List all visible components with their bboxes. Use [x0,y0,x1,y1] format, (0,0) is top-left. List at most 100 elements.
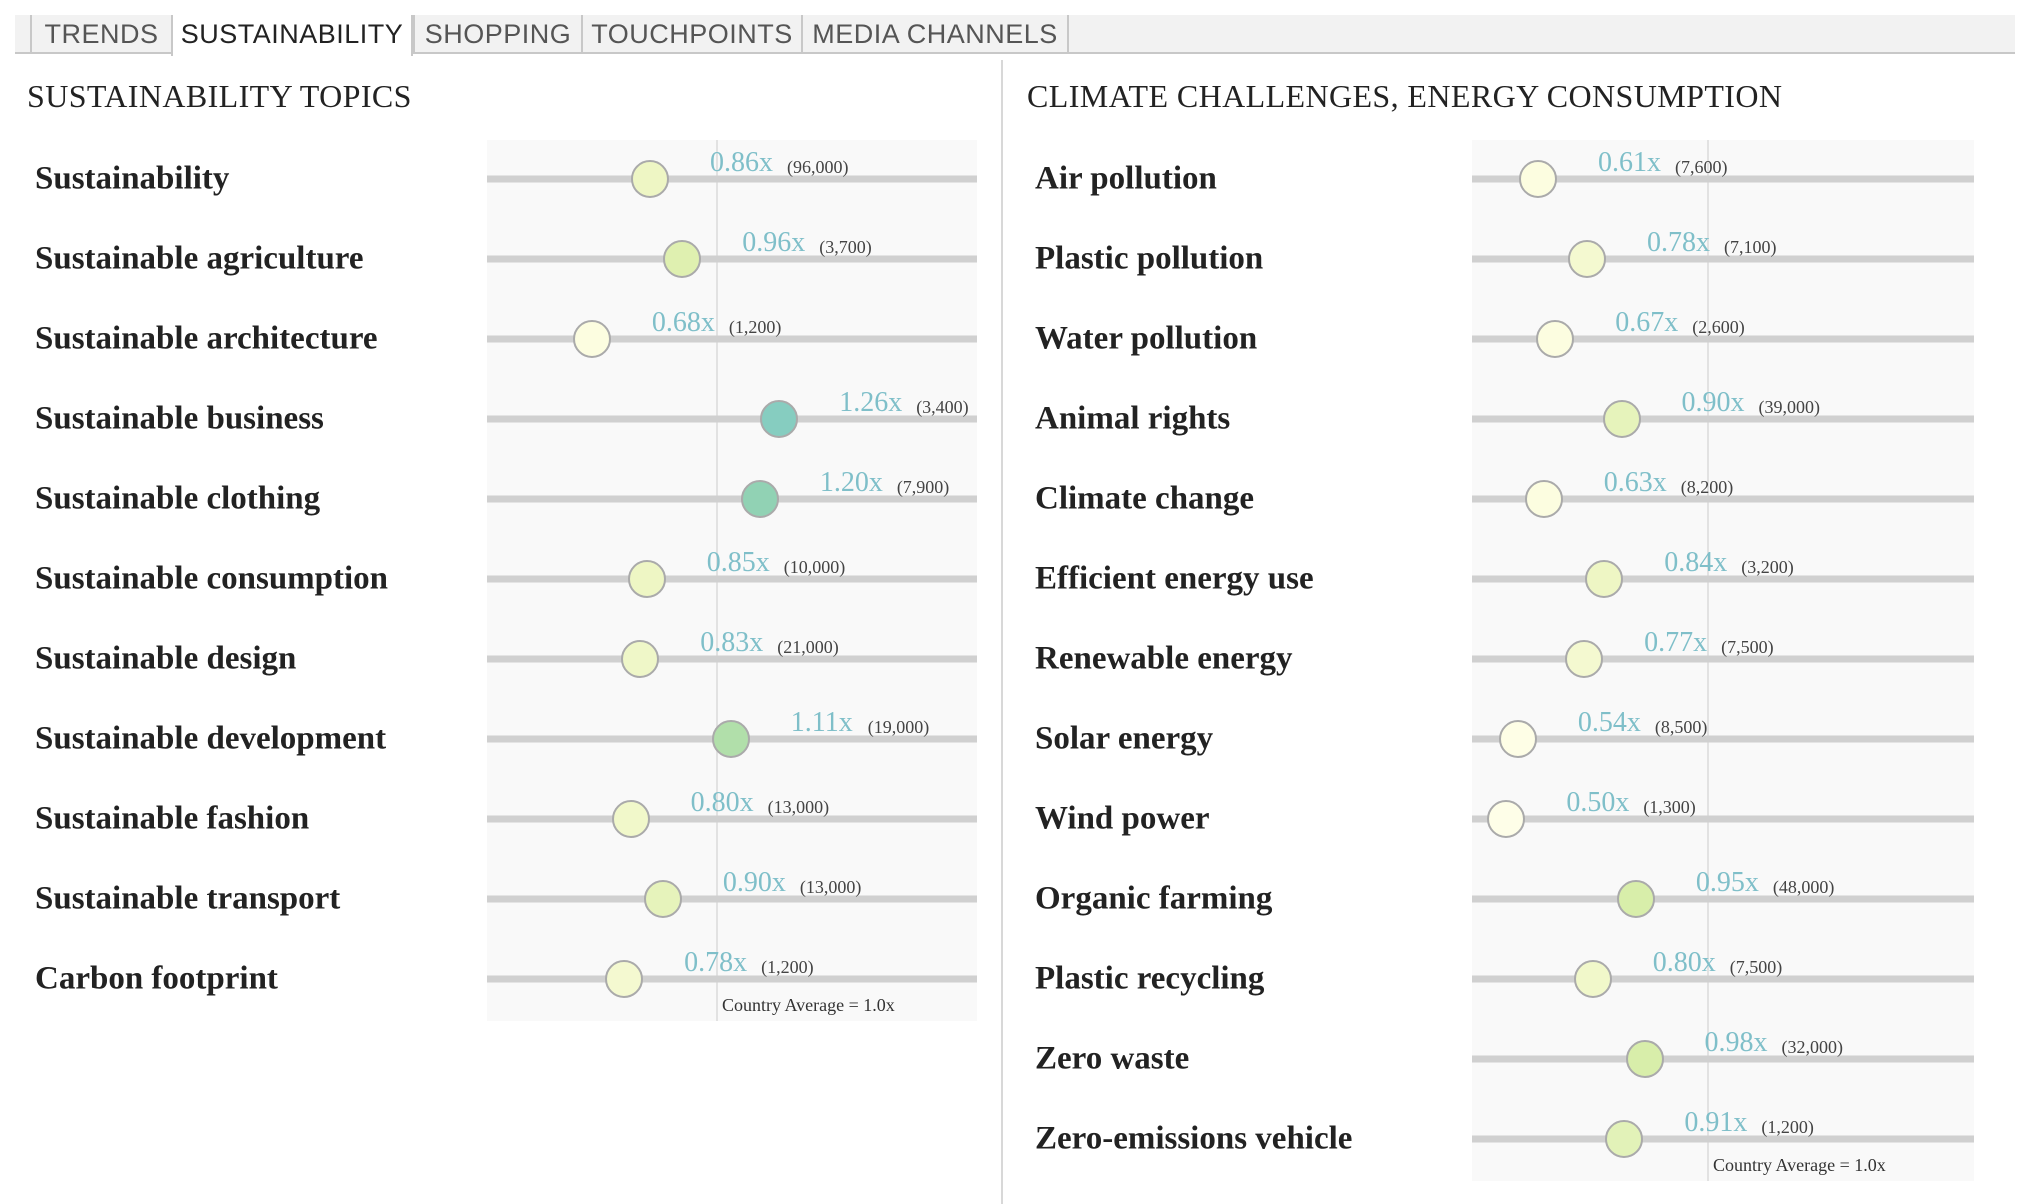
slider-knob-wind-power[interactable] [1487,800,1526,838]
audience-count-sustainability: (96,000) [787,157,849,177]
slider-knob-zero-emissions-vehicle[interactable] [1605,1120,1644,1158]
index-value-air-pollution: 0.61x [1598,147,1661,178]
slider-track-zero-emissions-vehicle [1472,1135,1974,1143]
audience-count-organic-farming: (48,000) [1772,877,1835,897]
audience-count-climate-change: (8,200) [1680,477,1734,497]
index-value-organic-farming: 0.95x [1695,867,1759,898]
country-average-note: Country Average = 1.0x [722,995,895,1015]
slider-knob-sustainable-consumption[interactable] [627,560,666,598]
slider-knob-sustainable-design[interactable] [621,640,660,678]
tab-shopping[interactable]: SHOPPING [413,15,581,54]
slider-knob-air-pollution[interactable] [1519,160,1557,198]
topic-label-zero-emissions-vehicle: Zero-emissions vehicle [1035,1120,1353,1157]
slider-knob-sustainable-fashion[interactable] [611,800,650,838]
index-value-sustainable-development: 1.11x [790,707,853,738]
audience-count-efficient-energy-use: (3,200) [1741,557,1794,577]
index-value-climate-change: 0.63x [1603,467,1667,498]
slider-track-organic-farming [1472,895,1974,903]
audience-count-plastic-recycling: (7,500) [1729,957,1783,977]
slider-knob-sustainable-architecture[interactable] [572,320,611,358]
audience-count-solar-energy: (8,500) [1654,717,1708,737]
topic-label-sustainable-business: Sustainable business [35,400,324,437]
tab-media-channels[interactable]: MEDIA CHANNELS [801,15,1069,54]
slider-track-zero-waste [1472,1055,1974,1063]
audience-count-water-pollution: (2,600) [1692,317,1745,337]
topic-label-plastic-recycling: Plastic recycling [1035,960,1265,997]
audience-count-zero-emissions-vehicle: (1,200) [1761,1117,1814,1137]
index-value-sustainable-consumption: 0.85x [706,547,770,578]
audience-count-sustainable-agriculture: (3,700) [819,237,872,257]
slider-track-renewable-energy [1472,655,1974,663]
audience-count-sustainable-clothing: (7,900) [896,477,950,497]
audience-count-renewable-energy: (7,500) [1721,637,1774,657]
slider-track-sustainable-consumption [487,575,977,583]
slider-knob-sustainable-development[interactable] [711,720,750,758]
topic-label-sustainable-consumption: Sustainable consumption [35,560,389,597]
slider-track-sustainable-transport [487,895,977,903]
index-value-sustainability: 0.86x [710,147,773,178]
index-value-animal-rights: 0.90x [1681,387,1745,418]
panel-divider [1001,60,1003,1204]
index-value-renewable-energy: 0.77x [1644,627,1708,658]
audience-count-sustainable-development: (19,000) [867,717,930,737]
audience-count-air-pollution: (7,600) [1675,157,1728,177]
tab-touchpoints[interactable]: TOUCHPOINTS [581,15,801,54]
index-value-sustainable-clothing: 1.20x [819,467,883,498]
topic-label-animal-rights: Animal rights [1035,400,1231,437]
slider-knob-sustainable-clothing[interactable] [740,480,779,518]
tab-bar: TRENDS SUSTAINABILITY SHOPPING TOUCHPOIN… [15,15,2015,56]
slider-knob-efficient-energy-use[interactable] [1585,560,1624,598]
slider-knob-plastic-recycling[interactable] [1573,960,1612,998]
topic-label-water-pollution: Water pollution [1035,320,1258,357]
audience-count-zero-waste: (32,000) [1781,1037,1844,1057]
index-value-plastic-pollution: 0.78x [1646,227,1710,258]
index-value-wind-power: 0.50x [1566,787,1630,818]
slider-track-carbon-footprint [487,975,977,983]
slider-knob-solar-energy[interactable] [1498,720,1537,758]
topic-label-sustainability: Sustainability [35,160,230,197]
index-value-sustainable-fashion: 0.80x [690,787,754,818]
country-average-note: Country Average = 1.0x [1713,1155,1886,1175]
audience-count-sustainable-fashion: (13,000) [767,797,830,817]
slider-track-sustainable-fashion [487,815,977,823]
topic-label-sustainable-agriculture: Sustainable agriculture [35,240,364,277]
slider-track-plastic-pollution [1472,255,1974,263]
topic-label-sustainable-clothing: Sustainable clothing [35,480,321,517]
audience-count-plastic-pollution: (7,100) [1723,237,1777,257]
slider-knob-animal-rights[interactable] [1602,400,1641,438]
topic-label-renewable-energy: Renewable energy [1035,640,1293,677]
tab-sustainability[interactable]: SUSTAINABILITY [171,15,413,56]
index-value-water-pollution: 0.67x [1615,307,1679,338]
slider-knob-climate-change[interactable] [1524,480,1563,518]
slider-knob-zero-waste[interactable] [1625,1040,1664,1078]
slider-knob-renewable-energy[interactable] [1565,640,1604,678]
slider-knob-carbon-footprint[interactable] [605,960,644,998]
slider-track-water-pollution [1472,335,1974,343]
index-value-solar-energy: 0.54x [1577,707,1641,738]
slider-track-wind-power [1472,815,1974,823]
slider-track-solar-energy [1472,735,1974,743]
slider-knob-water-pollution[interactable] [1536,320,1575,358]
slider-knob-sustainability[interactable] [631,160,669,198]
slider-knob-sustainable-transport[interactable] [643,880,682,918]
topic-label-wind-power: Wind power [1035,800,1210,837]
slider-knob-organic-farming[interactable] [1616,880,1655,918]
topic-label-air-pollution: Air pollution [1035,160,1217,197]
tab-trends[interactable]: TRENDS [30,15,171,54]
audience-count-sustainable-transport: (13,000) [799,877,862,897]
slider-track-sustainable-clothing [487,495,977,503]
index-value-sustainable-design: 0.83x [700,627,764,658]
slider-knob-plastic-pollution[interactable] [1567,240,1606,278]
index-value-sustainable-agriculture: 0.96x [742,227,806,258]
slider-track-efficient-energy-use [1472,575,1974,583]
slider-knob-sustainable-agriculture[interactable] [663,240,702,278]
slider-knob-sustainable-business[interactable] [760,400,799,438]
slider-track-air-pollution [1472,175,1974,183]
topic-label-sustainable-design: Sustainable design [35,640,297,677]
audience-count-animal-rights: (39,000) [1758,397,1821,417]
topic-label-organic-farming: Organic farming [1035,880,1273,917]
topic-label-sustainable-transport: Sustainable transport [35,880,341,917]
index-value-sustainable-architecture: 0.68x [651,307,715,338]
audience-count-sustainable-design: (21,000) [777,637,839,657]
topic-label-plastic-pollution: Plastic pollution [1035,240,1264,277]
